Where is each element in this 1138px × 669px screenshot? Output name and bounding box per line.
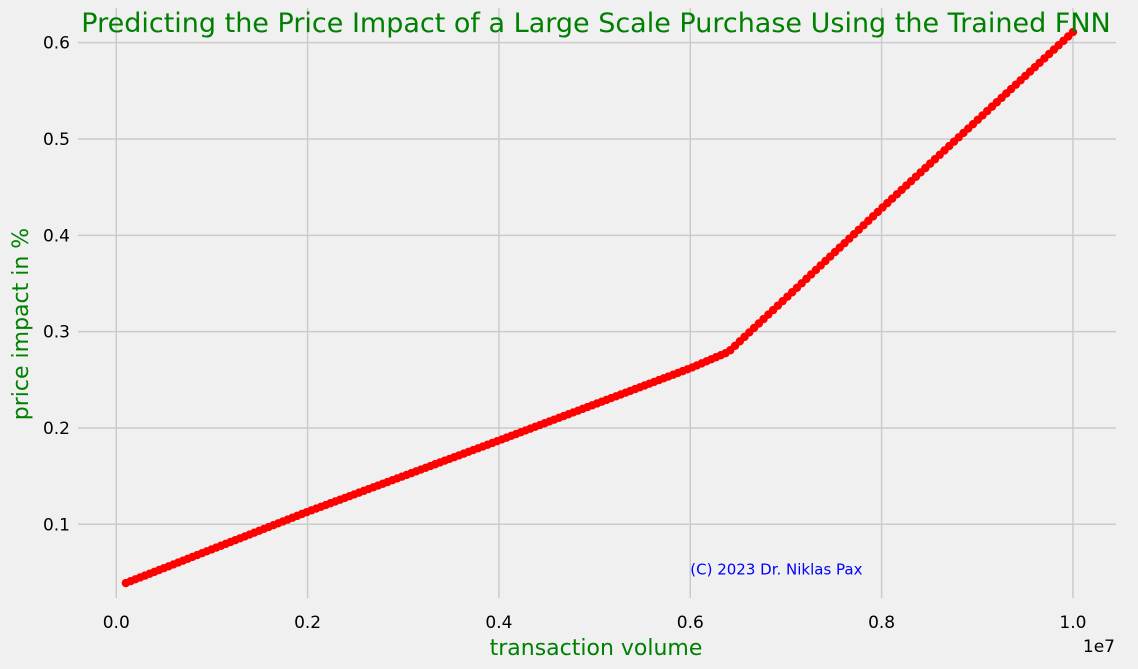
series-layer [121, 27, 1078, 588]
tick-labels: 0.0 0.2 0.4 0.6 0.8 1.0 0.1 0.2 0.3 0.4 0.5 0.6 [43, 34, 1087, 633]
y-tick-label: 0.3 [43, 323, 70, 343]
x-tick-label: 0.2 [294, 613, 321, 633]
chart-title: Predicting the Price Impact of a Large S… [81, 8, 1110, 39]
x-tick-label: 0.0 [103, 613, 130, 633]
y-tick-label: 0.1 [43, 515, 70, 535]
x-axis-offset-label: 1e7 [1083, 637, 1115, 657]
grid [78, 8, 1116, 598]
y-tick-label: 0.2 [43, 419, 70, 439]
y-axis-label: price impact in % [9, 228, 34, 420]
x-tick-label: 0.6 [677, 613, 704, 633]
data-point [1068, 27, 1078, 37]
x-tick-label: 0.4 [485, 613, 512, 633]
x-axis-label: transaction volume [490, 636, 703, 661]
copyright-annotation: (C) 2023 Dr. Niklas Pax [690, 560, 862, 578]
x-tick-label: 0.8 [868, 613, 895, 633]
x-tick-label: 1.0 [1059, 613, 1086, 633]
y-tick-label: 0.6 [43, 34, 70, 54]
y-tick-label: 0.4 [43, 226, 70, 246]
y-tick-label: 0.5 [43, 130, 70, 150]
